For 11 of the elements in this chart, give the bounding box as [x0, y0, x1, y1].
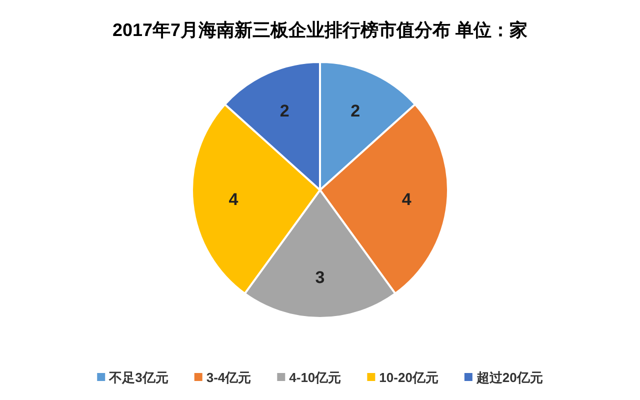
- data-label: 4: [228, 190, 239, 210]
- legend-label: 10-20亿元: [379, 370, 438, 385]
- legend-label: 3-4亿元: [206, 370, 252, 385]
- data-label: 2: [280, 101, 290, 120]
- legend-label: 不足3亿元: [108, 370, 168, 385]
- legend-label: 超过20亿元: [475, 370, 543, 385]
- data-label: 2: [350, 101, 360, 120]
- chart-title: 2017年7月海南新三板企业排行榜市值分布 单位：家: [112, 20, 528, 40]
- legend-label: 4-10亿元: [289, 370, 342, 385]
- data-label: 3: [315, 268, 325, 288]
- data-label: 4: [402, 190, 412, 210]
